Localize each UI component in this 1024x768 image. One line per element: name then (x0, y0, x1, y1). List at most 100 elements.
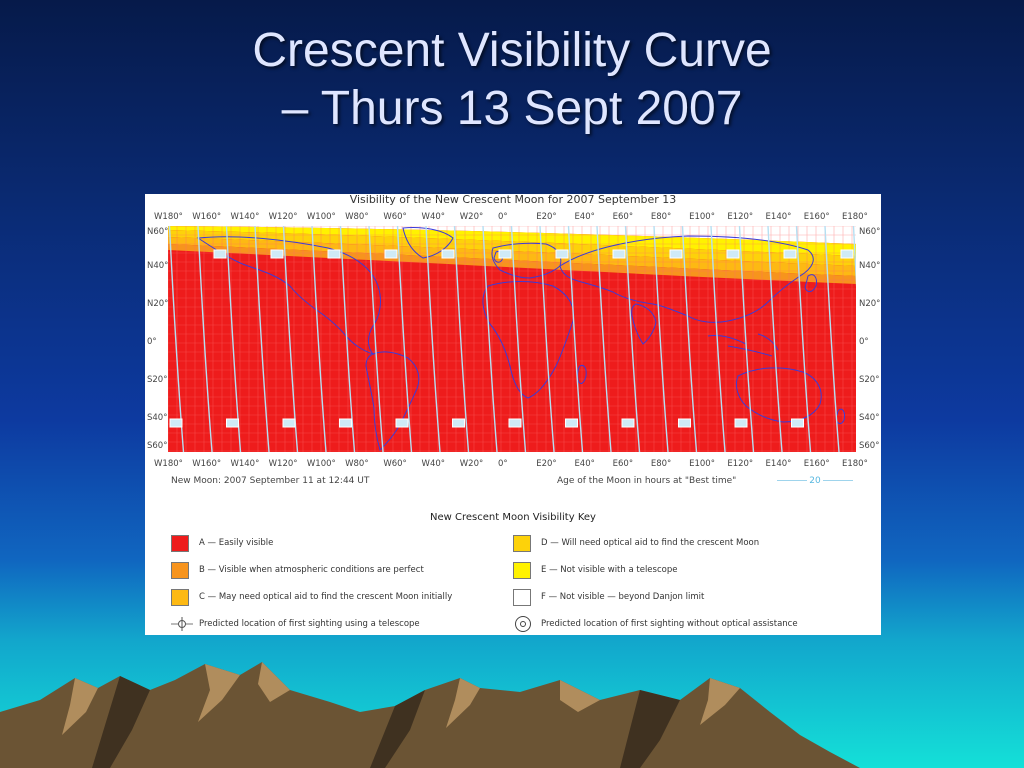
key-item-d: D — Will need optical aid to find the cr… (513, 534, 759, 552)
mountain-highlights (62, 662, 740, 735)
longitude-label: E20° (536, 212, 557, 222)
longitude-label: W80° (345, 212, 369, 222)
key-swatch-f (513, 588, 531, 606)
sighting-marker-bottom (678, 418, 691, 428)
first-sighting-markers (169, 249, 854, 428)
longitude-label: W40° (421, 459, 446, 469)
sighting-marker-top (669, 249, 683, 259)
key-label-c: C — May need optical aid to find the cre… (199, 592, 453, 602)
key-swatch-b (171, 561, 189, 579)
sighting-marker-top (441, 249, 455, 259)
sighting-marker-bottom (339, 418, 352, 428)
latitude-label: 0° (147, 337, 157, 347)
longitude-labels-top: W180° W160° W140° W120° W100° W80° W60° W40° W20… (145, 212, 881, 224)
longitude-label: 0° (498, 459, 508, 469)
longitude-label: W120° (268, 459, 298, 469)
longitude-label: 0° (498, 212, 508, 222)
sighting-marker-bottom (226, 418, 239, 428)
best-time-curve (396, 226, 413, 452)
best-time-curve (567, 226, 584, 452)
latitude-label: S20° (147, 375, 168, 385)
longitude-label: W20° (459, 459, 484, 469)
longitude-label: E60° (612, 459, 634, 469)
sighting-marker-top (327, 249, 341, 259)
longitude-label: W40° (421, 212, 446, 222)
key-label-b: B — Visible when atmospheric conditions … (199, 565, 424, 575)
key-item-c: C — May need optical aid to find the cre… (171, 588, 452, 606)
moon-age-label: Age of the Moon in hours at "Best time" (557, 476, 737, 486)
longitude-label: W140° (230, 212, 260, 222)
sighting-marker-bottom (282, 418, 296, 428)
visibility-chart-panel: Visibility of the New Crescent Moon for … (145, 194, 881, 635)
map-title: Visibility of the New Crescent Moon for … (349, 193, 677, 206)
madagascar-coast (577, 365, 587, 384)
longitude-label: W60° (383, 212, 407, 222)
key-item-b: B — Visible when atmospheric conditions … (171, 561, 424, 579)
sighting-marker-bottom (452, 418, 465, 428)
longitude-label: W160° (192, 459, 222, 469)
best-time-curve (453, 226, 470, 452)
key-swatch-c (171, 588, 189, 606)
new-moon-time: New Moon: 2007 September 11 at 12:44 UT (171, 476, 370, 486)
longitude-label: E60° (612, 212, 634, 222)
latitude-label: S60° (147, 441, 168, 451)
slide-title-line1: Crescent Visibility Curve (252, 24, 772, 77)
longitude-label: W80° (345, 459, 369, 469)
longitude-label: W100° (306, 459, 336, 469)
telescope-marker-label: Predicted location of first sighting usi… (199, 619, 420, 629)
best-time-curve (624, 226, 641, 452)
longitude-label: W180° (154, 212, 183, 222)
longitude-label: E80° (650, 459, 672, 469)
latitude-label: S40° (147, 413, 168, 423)
best-time-curve (852, 226, 856, 288)
best-time-curve (510, 226, 527, 452)
best-time-curve (710, 226, 726, 452)
longitude-label: W160° (192, 212, 222, 222)
key-item-e: E — Not visible with a telescope (513, 561, 677, 579)
key-item-telescope: Predicted location of first sighting usi… (171, 615, 420, 633)
longitude-label: E40° (574, 459, 595, 469)
latitude-label: S40° (859, 413, 880, 423)
longitude-label: E180° (842, 459, 868, 469)
naked-eye-marker-icon (515, 616, 531, 632)
key-swatch-e (513, 561, 531, 579)
latitude-label: 0° (859, 337, 869, 347)
longitude-label: W20° (459, 212, 484, 222)
longitude-label: E100° (689, 212, 715, 222)
best-time-curve (425, 226, 441, 452)
longitude-label: E180° (842, 212, 868, 222)
slide-title: Crescent Visibility Curve – Thurs 13 Sep… (0, 22, 1024, 138)
latitude-label: N60° (147, 227, 169, 237)
key-title: New Crescent Moon Visibility Key (430, 512, 596, 523)
sighting-marker-bottom (169, 418, 183, 428)
africa-coast (482, 281, 575, 399)
best-time-curve (738, 226, 755, 452)
longitude-labels-bottom: W180° W160° W140° W120° W100° W80° W60° W40° W20… (145, 459, 881, 471)
latitude-labels-right: N60° N40° N20° 0° S20° S40° S60° (859, 194, 885, 635)
map-graphic (168, 226, 856, 452)
sighting-marker-top (783, 249, 797, 259)
age-legend-value: 20 (807, 476, 823, 486)
best-time-curve (653, 226, 669, 452)
key-swatch-d (513, 534, 531, 552)
best-time-curves (168, 226, 856, 452)
key-swatch-a (171, 534, 189, 552)
longitude-label: W140° (230, 459, 260, 469)
sighting-marker-top (213, 249, 227, 259)
best-time-curve (482, 226, 498, 452)
longitude-label: E120° (727, 212, 754, 222)
best-time-curve (339, 226, 356, 452)
key-item-naked-eye: Predicted location of first sighting wit… (513, 615, 798, 633)
latitude-label: N40° (147, 261, 169, 271)
sighting-marker-bottom (508, 418, 522, 428)
best-time-curve (254, 226, 270, 452)
longitude-label: E100° (689, 459, 715, 469)
southeast-asia-islands (707, 333, 779, 357)
japan-coast (804, 274, 817, 293)
best-time-curve (795, 226, 812, 452)
sighting-marker-top (840, 249, 854, 259)
latitude-label: N20° (859, 299, 881, 309)
longitude-label: W60° (383, 459, 407, 469)
best-time-curve (596, 226, 612, 452)
